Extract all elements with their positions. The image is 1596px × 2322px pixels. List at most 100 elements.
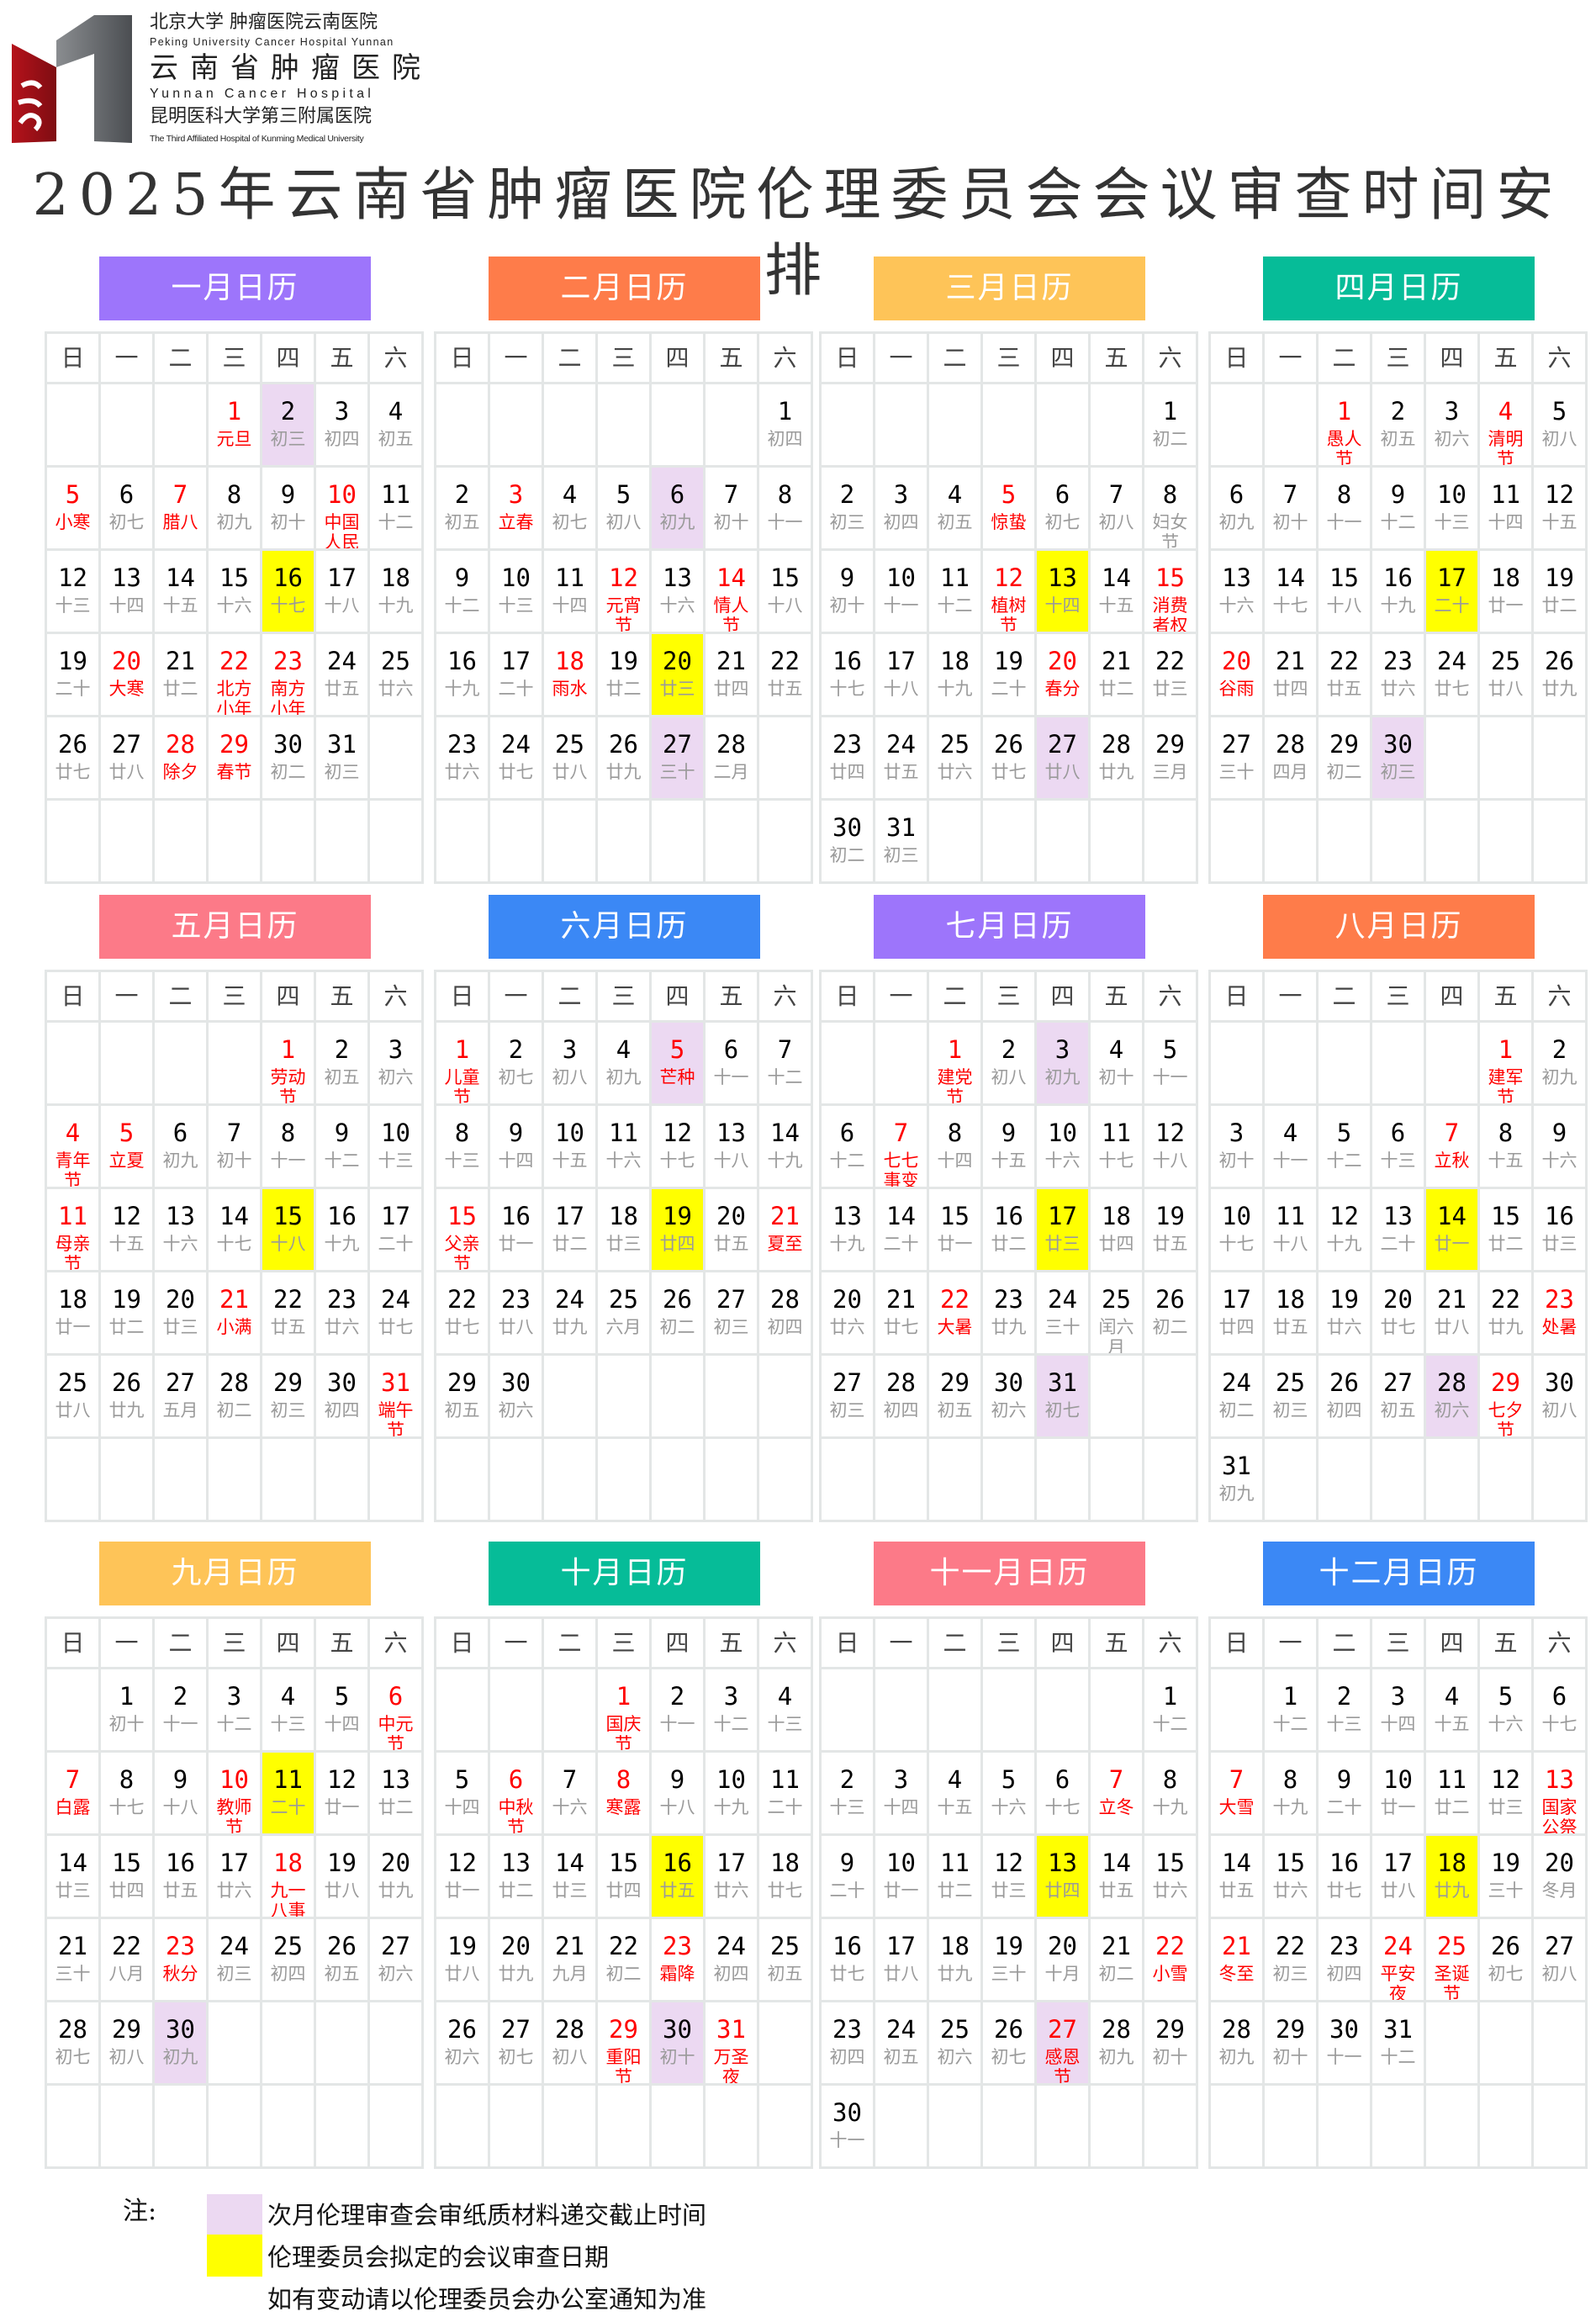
lunar-label: 廿八 bbox=[1044, 762, 1081, 782]
day-number: 21 bbox=[1222, 1932, 1251, 1960]
empty-cell bbox=[155, 1439, 206, 1520]
lunar-label: 初三 bbox=[1272, 1400, 1308, 1420]
day-number: 16 bbox=[447, 647, 477, 675]
day-number: 19 bbox=[1329, 1285, 1359, 1314]
day-number: 28 bbox=[166, 730, 195, 759]
day-number: 14 bbox=[1222, 1849, 1251, 1877]
day-cell: 24 初三 bbox=[209, 1919, 260, 2000]
empty-cell bbox=[598, 2086, 649, 2166]
lunar-label: 十六 bbox=[1044, 1150, 1081, 1171]
day-cell: 10 十一 bbox=[875, 551, 927, 632]
weekday-header: 六 bbox=[370, 1619, 421, 1667]
day-number: 21 bbox=[1102, 1932, 1131, 1960]
day-number: 7 bbox=[893, 1119, 909, 1147]
day-cell: 21 三十 bbox=[47, 1919, 98, 2000]
lunar-label: 廿九 bbox=[1098, 762, 1134, 782]
day-cell: 1 劳动节 bbox=[262, 1023, 314, 1103]
empty-cell bbox=[1426, 2002, 1477, 2083]
day-number: 13 bbox=[1222, 563, 1251, 592]
month-grid: 日一二三四五六 1 儿童节 2 初七 3 初八 4 初九 5 芒种 6 十一 7 十二 8 十三 9 十四 10 十五 1… bbox=[434, 970, 813, 1522]
day-cell: 14 情人节 bbox=[706, 551, 757, 632]
day-number: 1 bbox=[454, 1035, 470, 1064]
lunar-label: 除夕 bbox=[162, 762, 198, 782]
day-number: 20 bbox=[832, 1285, 862, 1314]
lunar-label: 初十 bbox=[108, 1714, 145, 1734]
day-number: 18 bbox=[940, 647, 970, 675]
empty-cell bbox=[1319, 801, 1370, 881]
empty-cell bbox=[1534, 2002, 1585, 2083]
day-cell: 22 廿五 bbox=[262, 1272, 314, 1353]
weekday-header: 三 bbox=[598, 972, 649, 1020]
empty-cell bbox=[1426, 1439, 1477, 1520]
lunar-label: 十六 bbox=[1488, 1714, 1524, 1734]
lunar-label: 十月 bbox=[1044, 1964, 1081, 1984]
day-number: 13 bbox=[166, 1202, 195, 1230]
lunar-label: 初二 bbox=[270, 762, 306, 782]
empty-cell bbox=[1144, 801, 1196, 881]
day-number: 6 bbox=[839, 1119, 855, 1147]
empty-cell bbox=[101, 384, 152, 465]
day-number: 8 bbox=[1162, 1765, 1178, 1794]
day-cell: 9 十四 bbox=[490, 1106, 542, 1187]
day-number: 23 bbox=[166, 1932, 195, 1960]
day-number: 6 bbox=[669, 480, 685, 509]
empty-cell bbox=[1037, 2086, 1088, 2166]
month-grid: 日一二三四五六 1 劳动节 2 初五 3 初六 4 青年节 5 立夏 6 初九 7 初十 8 十一 9 十二 10 十三… bbox=[45, 970, 424, 1522]
lunar-label: 重阳节 bbox=[605, 2047, 642, 2083]
day-cell: 5 十一 bbox=[1144, 1023, 1196, 1103]
day-number: 22 bbox=[940, 1285, 970, 1314]
month-grid: 日一二三四五六 1 国庆节 2 十一 3 十二 4 十三 5 十四 6 中秋节 7 十六 8 寒露 9 十八 10 十九… bbox=[434, 1616, 813, 2169]
day-cell: 19 廿八 bbox=[316, 1836, 367, 1917]
month-grid: 日一二三四五六 1 愚人节 2 初五 3 初六 4 清明节 5 初八 6 初九 7 初十 8 十一 9 十二 10 十三… bbox=[1208, 331, 1588, 884]
weekday-header: 四 bbox=[652, 334, 703, 382]
day-cell: 21 廿四 bbox=[1265, 634, 1316, 715]
empty-cell bbox=[706, 2086, 757, 2166]
day-number: 23 bbox=[327, 1285, 357, 1314]
day-number: 5 bbox=[1001, 1765, 1017, 1794]
day-number: 11 bbox=[1276, 1202, 1305, 1230]
day-number: 21 bbox=[1102, 647, 1131, 675]
day-cell: 2 初五 bbox=[1372, 384, 1424, 465]
day-cell: 29 重阳节 bbox=[598, 2002, 649, 2083]
day-cell: 24 廿九 bbox=[544, 1272, 595, 1353]
day-cell: 2 初九 bbox=[1534, 1023, 1585, 1103]
lunar-label: 廿二 bbox=[162, 679, 198, 699]
day-number: 29 bbox=[1329, 730, 1359, 759]
lunar-label: 初六 bbox=[498, 1400, 534, 1420]
lunar-label: 廿五 bbox=[1098, 1880, 1134, 1901]
day-number: 2 bbox=[1390, 397, 1406, 426]
lunar-label: 劳动节 bbox=[270, 1067, 306, 1103]
day-number: 19 bbox=[663, 1202, 692, 1230]
day-number: 10 bbox=[219, 1765, 249, 1794]
day-number: 25 bbox=[1276, 1368, 1305, 1397]
day-number: 16 bbox=[273, 563, 303, 592]
lunar-label: 廿六 bbox=[216, 1880, 252, 1901]
day-cell: 10 十三 bbox=[370, 1106, 421, 1187]
day-cell: 6 十二 bbox=[822, 1106, 873, 1187]
lunar-label: 廿七 bbox=[498, 762, 534, 782]
empty-cell bbox=[759, 801, 811, 881]
lunar-label: 廿六 bbox=[1326, 1317, 1362, 1337]
lunar-label: 初二 bbox=[1152, 429, 1188, 449]
day-number: 9 bbox=[1336, 1765, 1352, 1794]
day-number: 18 bbox=[58, 1285, 87, 1314]
lunar-label: 廿五 bbox=[1152, 1234, 1188, 1254]
day-cell: 6 中元节 bbox=[370, 1669, 421, 1750]
weekday-header: 二 bbox=[155, 1619, 206, 1667]
day-cell: 27 五月 bbox=[155, 1356, 206, 1436]
day-number: 6 bbox=[172, 1119, 188, 1147]
day-cell: 24 廿七 bbox=[1426, 634, 1477, 715]
day-cell: 30 初九 bbox=[155, 2002, 206, 2083]
day-cell: 26 初二 bbox=[652, 1272, 703, 1353]
day-number: 3 bbox=[226, 1682, 242, 1711]
lunar-label: 廿三 bbox=[1541, 1234, 1578, 1254]
day-number: 25 bbox=[1491, 647, 1520, 675]
lunar-label: 二十 bbox=[270, 1797, 306, 1817]
logo-text-peking: 北京大学 肿瘤医院云南医院 bbox=[150, 12, 378, 33]
day-number: 15 bbox=[273, 1202, 303, 1230]
day-cell: 10 十六 bbox=[1037, 1106, 1088, 1187]
day-cell: 17 廿六 bbox=[209, 1836, 260, 1917]
day-cell: 12 十八 bbox=[1144, 1106, 1196, 1187]
month-grid: 日一二三四五六 1 元旦 2 初三 3 初四 4 初五 5 小寒 6 初七 7 腊八 8 初九 9 初十 10 中国人民… bbox=[45, 331, 424, 884]
day-number: 26 bbox=[1491, 1932, 1520, 1960]
